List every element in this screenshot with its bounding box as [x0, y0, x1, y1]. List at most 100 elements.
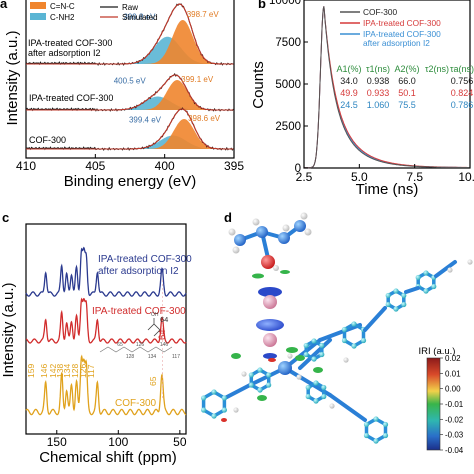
table-cell: 0.756: [451, 76, 474, 86]
peak-label: 399.4 eV: [129, 116, 162, 125]
table-cell: 0.938: [367, 76, 390, 86]
bond: [283, 338, 322, 370]
peak-label: 399.8 eV: [123, 12, 156, 21]
y-axis-label-b: Counts: [250, 61, 267, 109]
carbon-atom: [305, 384, 311, 391]
c-n-c-peak: [135, 119, 232, 149]
iri-isosurface: [268, 358, 276, 362]
peak-label: 65: [148, 376, 158, 386]
x-tick-label: 50: [173, 435, 187, 449]
hydrogen-atom: [232, 246, 240, 254]
carbon-atom: [351, 343, 357, 349]
carbon-atom: [401, 292, 407, 299]
carbon-atom: [201, 395, 207, 401]
oxygen-atom: [261, 255, 275, 269]
carbon-atom: [313, 380, 319, 386]
carbon-atom: [385, 301, 391, 308]
panel-c: c IPA-treated COF-300 after adsorption I2…: [0, 210, 192, 466]
y-tick-label: 2500: [275, 121, 301, 133]
hydrogen-atom: [287, 353, 293, 359]
table-cell: 50.1: [398, 88, 416, 98]
peak-label: 399.1 eV: [181, 75, 214, 84]
hydrogen-atom: [282, 224, 290, 232]
nmr-spectra: IPA-treated COF-300 after adsorption I2 IP…: [25, 246, 192, 416]
table-cell: 24.5: [340, 100, 358, 110]
iodine-atom: [263, 333, 277, 347]
plot-frame-a: [25, 0, 235, 159]
carbon-atom: [393, 306, 399, 312]
table-cell: 0.824: [451, 88, 474, 98]
structure-label: 128: [126, 354, 135, 360]
legend-label: C=N-C: [50, 2, 75, 11]
c-n-c-peak: [134, 20, 231, 64]
aromatic-ring: [364, 416, 388, 444]
y-tick-label: 5000: [275, 79, 301, 91]
carbon-atom: [201, 407, 207, 413]
hydrogen-atom: [343, 357, 349, 363]
peak-label: 400.5 eV: [114, 77, 147, 86]
hydrogen-atom: [228, 228, 236, 236]
axis-ticks-b: 2.5 5.0 7.5 10.0 0 2500 5000 7500 10000: [269, 0, 474, 184]
y-tick-label: 10000: [269, 0, 301, 7]
hydrogen-atom: [241, 371, 247, 377]
legend-swatch-c-n-c: [30, 2, 46, 9]
x-ticks-c: 150 100 50: [47, 430, 187, 449]
x-tick-label: 400: [155, 159, 175, 173]
x-tick-label: 405: [85, 159, 105, 173]
iri-isosurface: [252, 273, 264, 279]
carbon-atom: [321, 384, 327, 391]
spectrum-label: IPA-treated COF-300: [29, 93, 113, 103]
carbon-atom: [303, 342, 309, 349]
bond: [328, 393, 367, 422]
panel-letter-a: a: [0, 0, 8, 11]
hydrogen-atom: [467, 259, 473, 265]
carbon-atom: [341, 337, 348, 344]
carbon-atom: [321, 393, 327, 400]
colorbar-tick-label: 0.01: [445, 369, 461, 378]
carbon-atom: [431, 283, 437, 290]
carbon-atom: [341, 326, 348, 333]
hydrogen-atom: [252, 218, 260, 226]
peak-label: 398.7 eV: [187, 10, 220, 19]
aromatic-ring: [201, 389, 227, 419]
iri-isosurface: [295, 355, 305, 361]
carbon-atom: [266, 382, 272, 388]
iri-isosurface: [280, 270, 290, 274]
x-tick-label: 410: [16, 159, 36, 173]
bond: [434, 260, 457, 278]
y-tick-label: 0: [295, 163, 301, 175]
aromatic-ring: [386, 288, 406, 312]
table-header: τ2(ns): [425, 64, 449, 74]
colorbar-gradient: [426, 357, 441, 451]
panel-letter-d: d: [224, 210, 232, 225]
spectrum-label: IPA-treated COF-300 after adsorption I2: [28, 38, 112, 58]
colorbar-ticks: 0.02 0.01 0.00 -0.01 -0.02 -0.03 -0.04: [440, 354, 464, 455]
carbon-atom: [311, 356, 317, 362]
fit-table: A1(%) τ1(ns) A2(%) τ2(ns) τa(ns) 34.0 0.938 66.…: [336, 64, 474, 110]
carbon-atom: [363, 432, 370, 439]
iodine-atom: [263, 295, 277, 309]
xps-spectra: IPA-treated COF-300 after adsorption I2 39…: [25, 3, 234, 151]
carbon-atom: [360, 337, 367, 344]
legend-label: COF-300: [363, 7, 398, 17]
carbon-atom: [234, 234, 246, 246]
c-nh2-peak: [109, 96, 206, 110]
hydrogen-atom: [447, 267, 453, 273]
carbon-atom: [423, 270, 429, 276]
bond: [318, 323, 362, 342]
carbon-atom: [313, 398, 319, 404]
y-axis-label-a: Intensity (a.u.): [4, 30, 21, 125]
carbon-atom: [248, 382, 254, 388]
y-tick-label: 7500: [275, 37, 301, 49]
panel-letter-b: b: [258, 0, 266, 11]
carbon-atom: [423, 288, 429, 294]
bond: [223, 383, 252, 400]
x-tick-label: 10.0: [458, 170, 474, 184]
nmr-spectrum: [25, 297, 187, 344]
x-tick-label: 5.0: [351, 170, 368, 184]
simulated-spectrum: [26, 108, 234, 150]
carbon-atom: [257, 367, 263, 373]
simulated-spectrum: [26, 74, 234, 111]
